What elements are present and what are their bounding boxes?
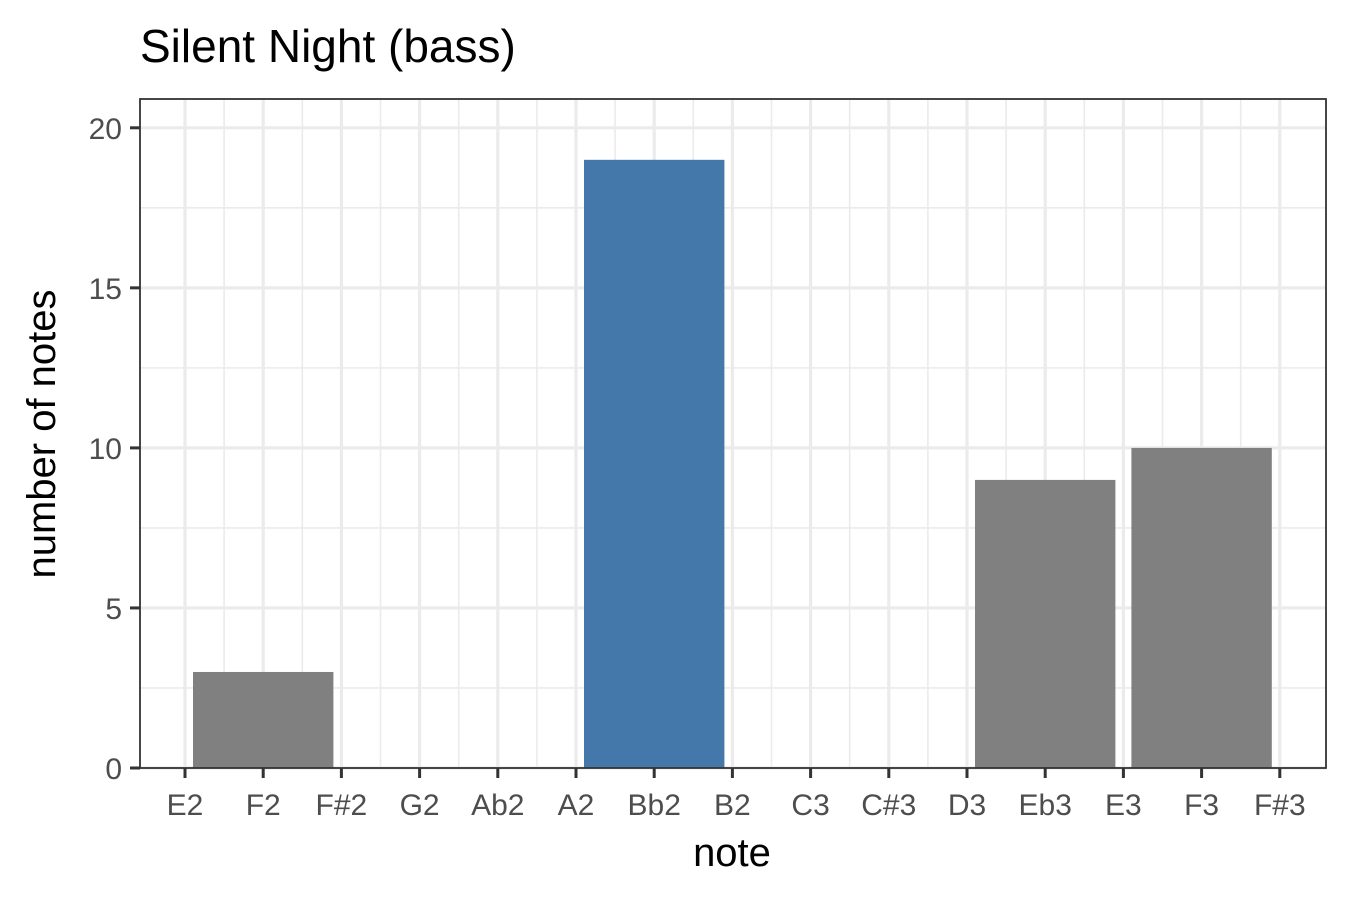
y-tick-label: 20 (89, 113, 122, 146)
y-tick-label: 15 (89, 273, 122, 306)
x-tick-label: Bb2 (628, 789, 681, 822)
x-tick-label: C#3 (861, 789, 916, 822)
chart-title: Silent Night (bass) (140, 20, 516, 72)
x-tick-label: F2 (246, 789, 281, 822)
x-axis-title: note (693, 831, 771, 875)
y-tick-label: 0 (105, 753, 122, 786)
x-tick-label: C3 (791, 789, 829, 822)
x-tick-label: F#3 (1254, 789, 1306, 822)
x-tick-label: B2 (714, 789, 751, 822)
x-tick-label: E2 (167, 789, 204, 822)
x-tick-label: Ab2 (471, 789, 524, 822)
y-tick-label: 5 (105, 593, 122, 626)
x-tick-label: E3 (1105, 789, 1142, 822)
bar-A2-B2 (584, 159, 725, 768)
y-axis-title: number of notes (20, 289, 64, 578)
plot-panel (139, 98, 1327, 770)
y-tick-label: 10 (89, 433, 122, 466)
x-tick-label: Eb3 (1019, 789, 1072, 822)
x-tick-label: F3 (1184, 789, 1219, 822)
x-tick-label: F#2 (316, 789, 368, 822)
bar-D3-E3 (975, 479, 1116, 768)
x-tick-label: D3 (948, 789, 986, 822)
bar-E3-F#3 (1131, 447, 1272, 768)
x-tick-label: A2 (558, 789, 595, 822)
x-tick-label: G2 (400, 789, 440, 822)
bar-E2-F#2 (193, 671, 334, 768)
